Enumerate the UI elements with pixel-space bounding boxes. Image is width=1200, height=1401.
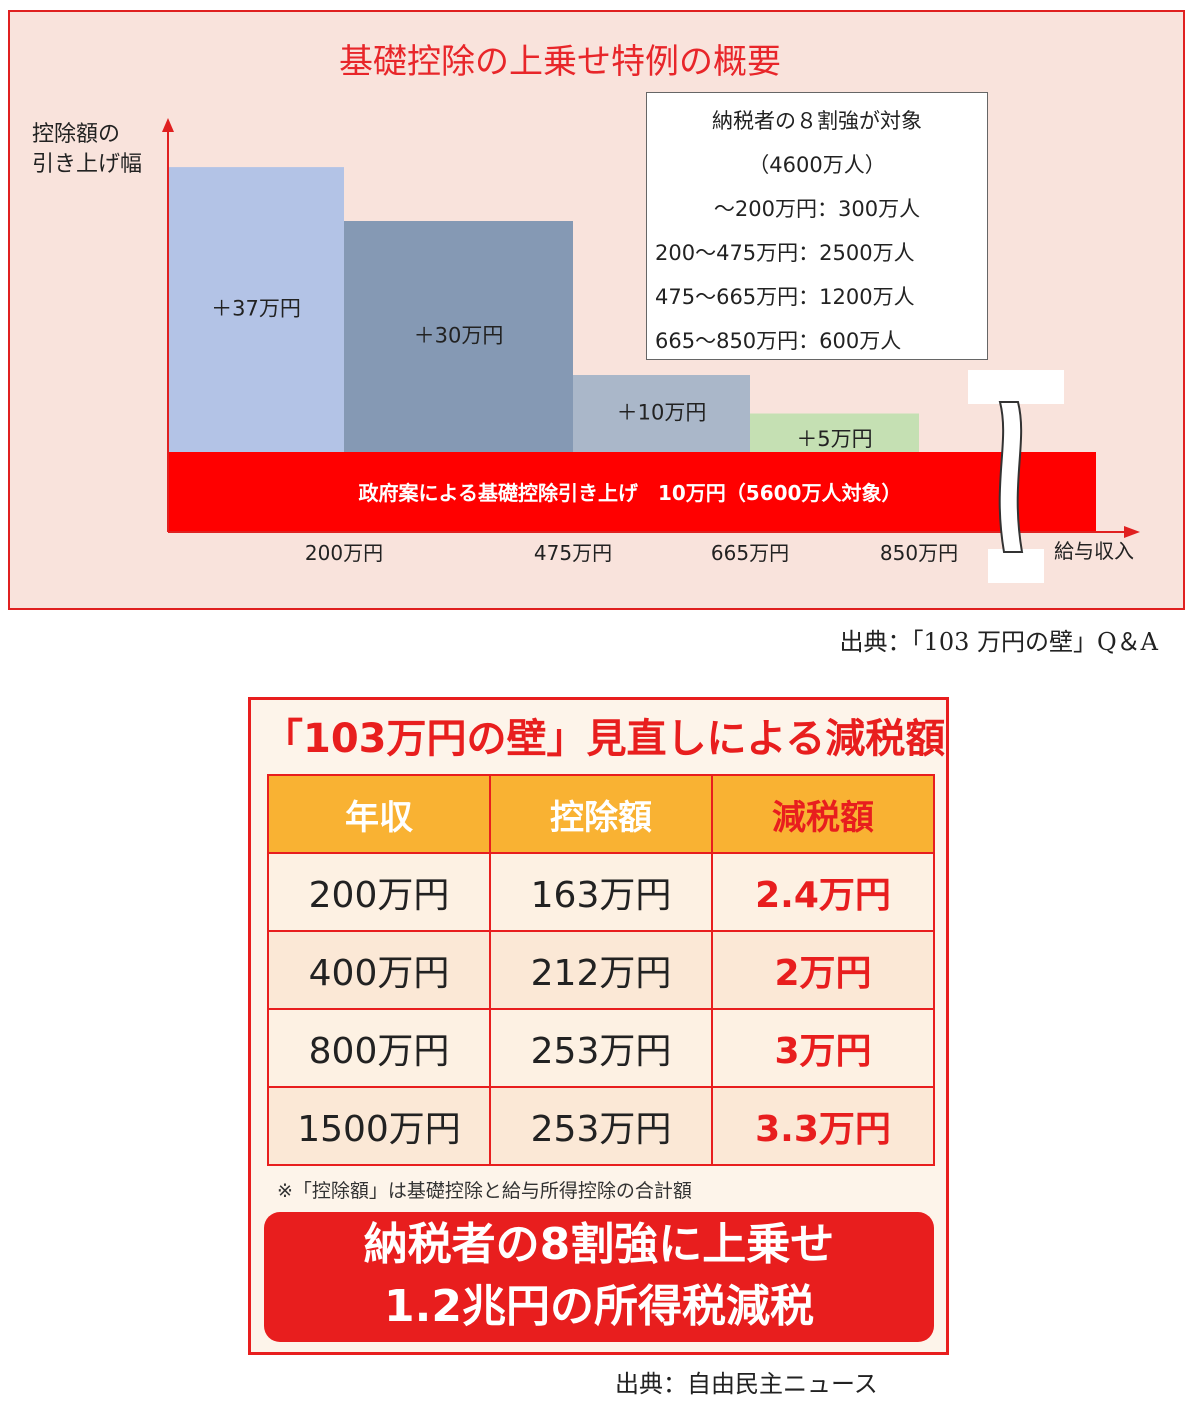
table-row: 1500万円 253万円 3.3万円 <box>267 1086 935 1166</box>
header-income: 年収 <box>267 774 491 854</box>
source-citation-1: 出典：「103 万円の壁」Q＆A <box>839 628 1158 656</box>
table-row: 800万円 253万円 3万円 <box>267 1008 935 1088</box>
y-axis-arrow <box>162 118 174 132</box>
tax-reduction-figure: 「103万円の壁」見直しによる減税額 年収 控除額 減税額 200万円 163万… <box>248 697 949 1355</box>
x-tick-label-1: 200万円 <box>305 541 383 565</box>
y-axis-label: 控除額の 引き上げ幅 <box>32 122 143 177</box>
axis-break-mark <box>968 370 1064 583</box>
source-citation-2: 出典：自由民主ニュース <box>615 1370 878 1398</box>
cell-deduction: 212万円 <box>489 930 713 1010</box>
summary-banner: 納税者の8割強に上乗せ 1.2兆円の所得税減税 <box>264 1212 934 1342</box>
table-row: 400万円 212万円 2万円 <box>267 930 935 1010</box>
deduction-overview-figure: 基礎控除の上乗せ特例の概要 控除額の 引き上げ幅 ＋37万円 ＋30万円 ＋10万円… <box>8 10 1185 610</box>
x-tick-label-4: 850万円 <box>880 541 958 565</box>
x-axis-label: 給与収入 <box>1054 539 1134 563</box>
step-bar-label-4: ＋5万円 <box>796 427 872 451</box>
cell-income: 200万円 <box>267 852 491 932</box>
cell-income: 400万円 <box>267 930 491 1010</box>
step-bar-label-2: ＋30万円 <box>414 324 504 348</box>
info-line-4: 665～850万円：600万人 <box>655 329 902 353</box>
figure2-title: 「103万円の壁」見直しによる減税額 <box>263 716 946 762</box>
info-line-2: 200～475万円：2500万人 <box>655 241 915 265</box>
banner-line-2: 1.2兆円の所得税減税 <box>384 1281 814 1332</box>
banner-line-1: 納税者の8割強に上乗せ <box>363 1219 835 1270</box>
step-bar-1 <box>168 167 344 452</box>
figure1-title: 基礎控除の上乗せ特例の概要 <box>339 42 781 82</box>
x-tick-label-2: 475万円 <box>534 541 612 565</box>
step-bar-3 <box>573 375 750 452</box>
step-bar-label-1: ＋37万円 <box>211 297 301 321</box>
header-tax-cut: 減税額 <box>711 774 935 854</box>
cell-deduction: 253万円 <box>489 1008 713 1088</box>
cell-tax-cut: 3.3万円 <box>711 1086 935 1166</box>
cell-tax-cut: 3万円 <box>711 1008 935 1088</box>
info-line-1: ～200万円：300万人 <box>713 197 921 221</box>
base-bar-label: 政府案による基礎控除引き上げ 10万円（5600万人対象） <box>359 481 902 505</box>
info-title: 納税者の８割強が対象 <box>712 109 922 133</box>
cell-deduction: 253万円 <box>489 1086 713 1166</box>
table-row: 200万円 163万円 2.4万円 <box>267 852 935 932</box>
tax-reduction-table: 年収 控除額 減税額 200万円 163万円 2.4万円 400万円 212万円… <box>267 774 935 1166</box>
cell-income: 1500万円 <box>267 1086 491 1166</box>
step-bar-4 <box>750 413 919 452</box>
cell-deduction: 163万円 <box>489 852 713 932</box>
step-bar-2 <box>344 221 573 452</box>
info-subtitle: （4600万人） <box>748 153 886 177</box>
cell-tax-cut: 2.4万円 <box>711 852 935 932</box>
step-bar-label-3: ＋10万円 <box>617 401 707 425</box>
info-box: 納税者の８割強が対象 （4600万人） ～200万円：300万人 200～475… <box>646 92 988 360</box>
header-deduction: 控除額 <box>489 774 713 854</box>
cell-income: 800万円 <box>267 1008 491 1088</box>
table-header-row: 年収 控除額 減税額 <box>267 774 935 854</box>
cell-tax-cut: 2万円 <box>711 930 935 1010</box>
x-axis-arrow <box>1124 526 1140 538</box>
base-bar <box>168 452 1096 532</box>
info-line-3: 475～665万円：1200万人 <box>655 285 915 309</box>
table-footnote: ※「控除額」は基礎控除と給与所得控除の合計額 <box>277 1180 692 1202</box>
x-tick-label-3: 665万円 <box>711 541 789 565</box>
